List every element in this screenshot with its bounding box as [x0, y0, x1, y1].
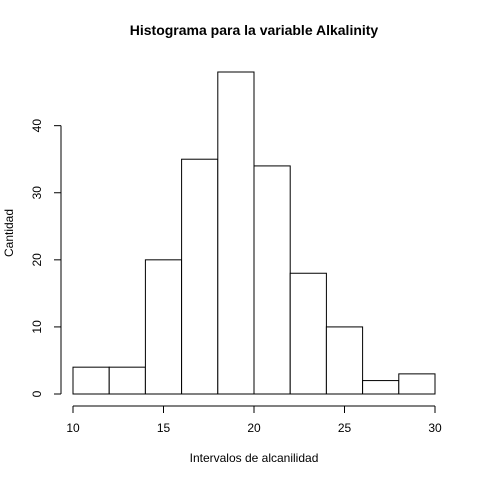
y-tick-label: 30 [30, 186, 44, 200]
histogram-bar-7 [289, 272, 327, 395]
histogram-bar-6 [253, 165, 291, 395]
x-axis-label: Intervalos de alcanilidad [190, 451, 319, 465]
y-axis-label: Cantidad [2, 209, 16, 257]
x-tick-label: 10 [66, 421, 80, 435]
x-tick-label: 30 [428, 421, 442, 435]
x-tick-label: 25 [338, 421, 352, 435]
histogram-bar-10 [398, 373, 436, 395]
histogram-bar-9 [362, 380, 400, 395]
y-tick-label: 0 [30, 390, 44, 397]
y-tick-label: 40 [30, 119, 44, 133]
x-axis: 10 15 20 25 30 [66, 405, 442, 435]
histogram-bar-8 [325, 326, 364, 395]
histogram-bar-1 [72, 366, 110, 395]
chart-title: Histograma para la variable Alkalinity [130, 22, 379, 38]
y-axis: 0 10 20 30 40 [30, 119, 62, 397]
bars-group [72, 71, 436, 395]
y-tick-label: 20 [30, 253, 44, 267]
histogram-bar-3 [144, 259, 183, 395]
x-tick-label: 20 [247, 421, 261, 435]
x-tick-label: 15 [157, 421, 171, 435]
histogram-bar-4 [181, 158, 219, 395]
y-ticks: 0 10 20 30 40 [30, 119, 61, 397]
histogram-bar-5 [217, 71, 255, 395]
y-tick-label: 10 [30, 320, 44, 334]
histogram-bar-2 [108, 366, 146, 395]
x-ticks: 10 15 20 25 30 [66, 406, 442, 435]
